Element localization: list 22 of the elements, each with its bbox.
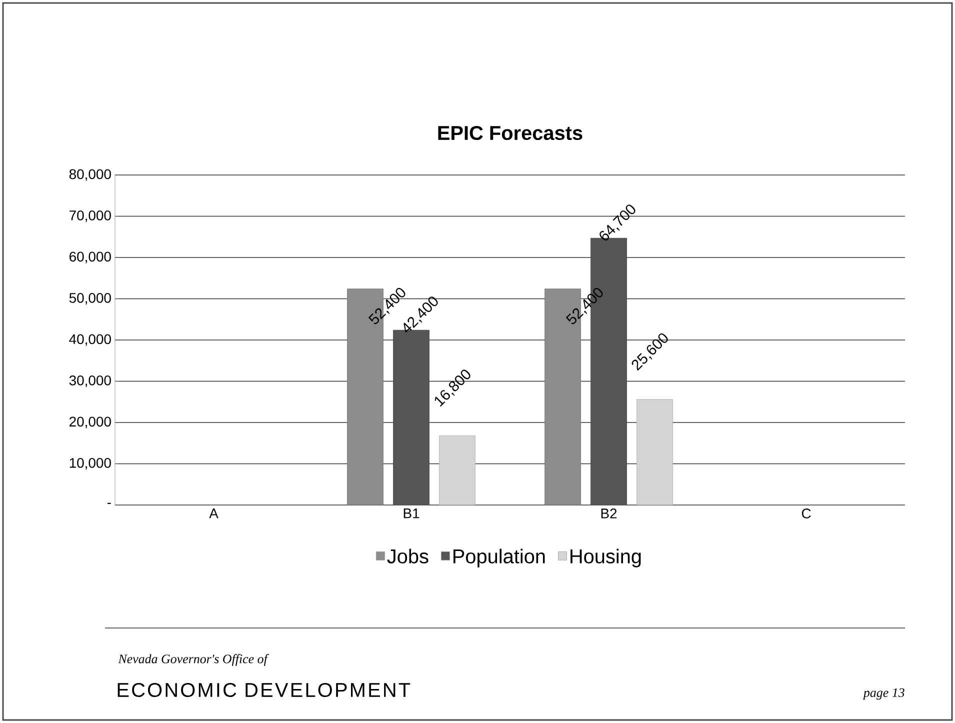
legend-label: Population <box>454 548 545 568</box>
legend-label: Housing <box>570 548 641 568</box>
y-tick-label: 10,000 <box>70 458 111 470</box>
y-tick-label: - <box>107 502 111 504</box>
y-tick-label: 80,000 <box>69 169 111 181</box>
bar <box>636 399 673 505</box>
bar <box>439 436 476 505</box>
y-tick-label: 30,000 <box>69 375 111 388</box>
y-tick-label: 60,000 <box>70 252 111 264</box>
x-tick-label: B2 <box>601 508 617 518</box>
x-tick-label: A <box>209 508 218 518</box>
x-tick-label: B1 <box>404 508 420 518</box>
y-tick-label: 20,000 <box>70 416 111 428</box>
x-tick-label: C <box>802 508 811 518</box>
text: page 13 <box>862 688 904 700</box>
text: ECONOMIC DEVELOPMENT <box>118 682 410 698</box>
y-tick-label: 70,000 <box>70 210 111 222</box>
legend-label: Jobs <box>387 548 428 564</box>
text: Nevada Governor's Office of <box>118 654 269 666</box>
chart-title: EPIC Forecasts <box>438 126 582 140</box>
y-tick-label: 40,000 <box>69 334 111 346</box>
y-tick-label: 50,000 <box>69 292 111 305</box>
